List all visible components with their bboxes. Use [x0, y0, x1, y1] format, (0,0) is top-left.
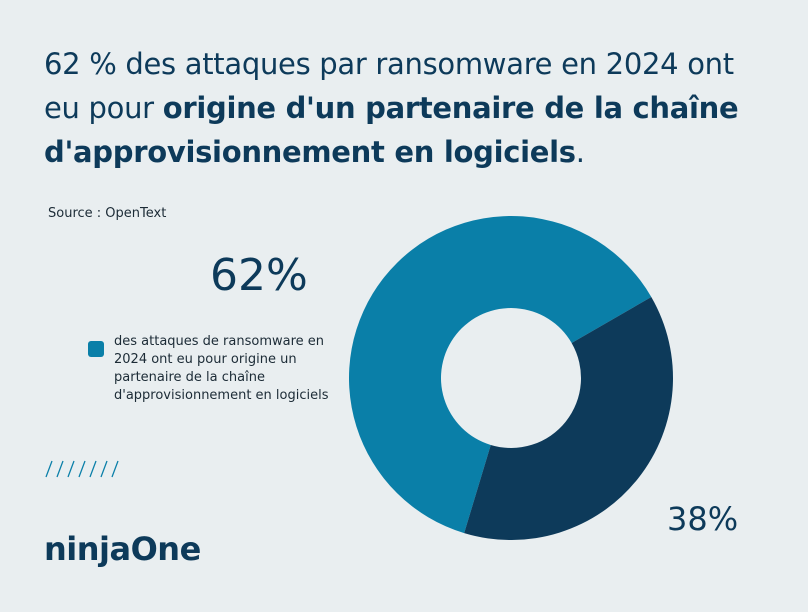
legend-label: des attaques de ransomware en 2024 ont e…	[114, 334, 329, 403]
legend: des attaques de ransomware en 2024 ont e…	[88, 333, 329, 405]
source: Source : OpenText	[48, 206, 167, 221]
title: 62 % des attaques par ransomware en 2024…	[44, 42, 774, 174]
pie-slice	[349, 216, 652, 534]
decoration	[45, 460, 119, 478]
title-part: .	[575, 135, 585, 169]
value-label: 62%	[210, 250, 308, 301]
legend-swatch	[88, 341, 104, 357]
title-part: 62 % des attaques par ransomware en 2024…	[44, 47, 734, 125]
title-part-bold: origine d'un partenaire de la chaîne d'a…	[44, 91, 739, 169]
logo: ninjaOne	[44, 530, 201, 568]
pie-slice	[464, 297, 674, 540]
value-label: 38%	[667, 500, 739, 538]
